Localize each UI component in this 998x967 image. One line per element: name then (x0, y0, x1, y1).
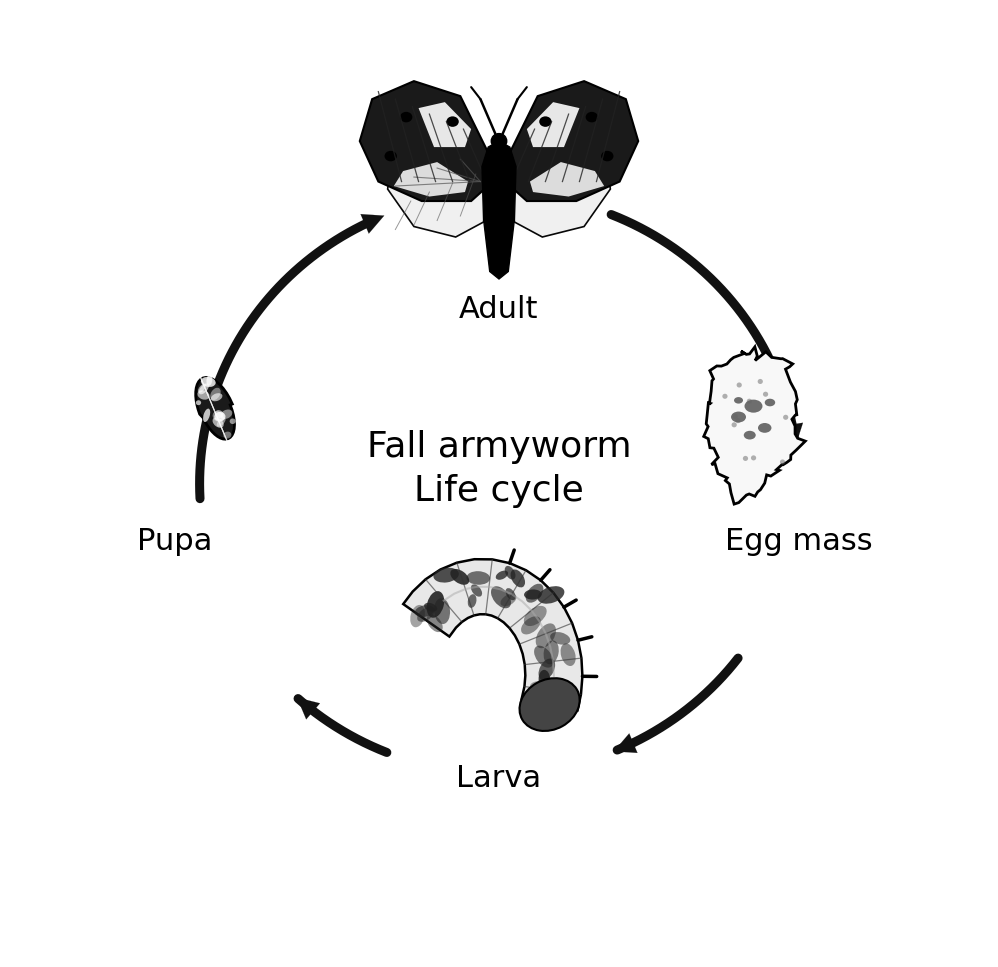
Text: Adult: Adult (459, 295, 539, 324)
Ellipse shape (211, 394, 223, 401)
Circle shape (747, 398, 751, 404)
Ellipse shape (524, 606, 547, 626)
Polygon shape (482, 141, 516, 279)
Ellipse shape (384, 151, 397, 161)
Ellipse shape (468, 594, 476, 608)
Ellipse shape (561, 643, 576, 666)
Ellipse shape (215, 410, 224, 418)
Ellipse shape (211, 388, 221, 400)
Ellipse shape (224, 431, 232, 439)
Ellipse shape (427, 614, 443, 632)
Ellipse shape (207, 375, 213, 386)
Ellipse shape (521, 693, 546, 709)
Circle shape (723, 394, 728, 398)
Ellipse shape (745, 399, 762, 413)
Polygon shape (527, 103, 580, 147)
Polygon shape (196, 377, 235, 439)
Text: Larva: Larva (456, 764, 542, 793)
Polygon shape (359, 81, 493, 201)
Polygon shape (418, 103, 471, 147)
Ellipse shape (427, 591, 444, 618)
Ellipse shape (601, 151, 614, 161)
Ellipse shape (521, 616, 541, 634)
Ellipse shape (213, 411, 224, 422)
Circle shape (732, 423, 737, 427)
Ellipse shape (199, 366, 205, 372)
Ellipse shape (758, 423, 771, 433)
Polygon shape (530, 162, 604, 196)
Ellipse shape (199, 383, 209, 395)
Text: Fall armyworm
Life cycle: Fall armyworm Life cycle (366, 430, 632, 508)
Ellipse shape (496, 571, 508, 580)
Ellipse shape (415, 605, 434, 617)
Ellipse shape (544, 640, 559, 664)
Ellipse shape (539, 659, 555, 680)
Ellipse shape (539, 116, 552, 127)
Ellipse shape (466, 571, 490, 585)
Polygon shape (387, 141, 488, 237)
Ellipse shape (450, 569, 469, 585)
Ellipse shape (734, 397, 743, 403)
Ellipse shape (539, 670, 550, 689)
Polygon shape (403, 559, 583, 711)
Ellipse shape (213, 418, 224, 427)
Ellipse shape (530, 681, 544, 689)
Ellipse shape (500, 594, 516, 606)
Ellipse shape (433, 568, 459, 582)
Ellipse shape (400, 112, 412, 123)
Polygon shape (505, 81, 639, 201)
Ellipse shape (196, 400, 202, 405)
Polygon shape (510, 141, 611, 237)
Ellipse shape (424, 602, 437, 611)
Ellipse shape (550, 632, 570, 645)
Ellipse shape (511, 570, 525, 587)
Ellipse shape (491, 133, 507, 149)
Ellipse shape (524, 590, 542, 600)
Ellipse shape (526, 584, 543, 602)
Ellipse shape (547, 683, 569, 705)
Circle shape (733, 414, 738, 419)
Ellipse shape (764, 398, 775, 406)
Ellipse shape (520, 678, 580, 731)
Ellipse shape (586, 112, 598, 123)
Circle shape (750, 455, 756, 460)
Circle shape (737, 383, 742, 388)
Ellipse shape (217, 418, 226, 426)
Ellipse shape (505, 566, 516, 579)
Circle shape (783, 415, 788, 420)
Ellipse shape (744, 431, 755, 439)
Ellipse shape (215, 412, 226, 422)
Ellipse shape (446, 116, 459, 127)
Polygon shape (394, 162, 468, 196)
Ellipse shape (534, 646, 553, 667)
Ellipse shape (417, 607, 434, 622)
Ellipse shape (536, 624, 556, 648)
Circle shape (736, 418, 741, 424)
Ellipse shape (198, 391, 210, 399)
Ellipse shape (538, 586, 565, 603)
Ellipse shape (731, 412, 747, 423)
Ellipse shape (471, 584, 482, 597)
Ellipse shape (491, 586, 511, 608)
Ellipse shape (198, 384, 206, 393)
Circle shape (762, 392, 768, 396)
Ellipse shape (201, 377, 216, 387)
Circle shape (779, 459, 785, 464)
Ellipse shape (506, 588, 516, 601)
Text: Pupa: Pupa (137, 527, 213, 556)
Ellipse shape (230, 419, 236, 425)
Circle shape (743, 455, 748, 461)
Ellipse shape (221, 409, 233, 419)
Ellipse shape (434, 598, 450, 624)
Text: Egg mass: Egg mass (725, 527, 872, 556)
Polygon shape (704, 347, 805, 504)
Ellipse shape (410, 605, 425, 628)
Circle shape (757, 379, 762, 384)
Ellipse shape (203, 409, 211, 422)
Ellipse shape (488, 149, 510, 176)
